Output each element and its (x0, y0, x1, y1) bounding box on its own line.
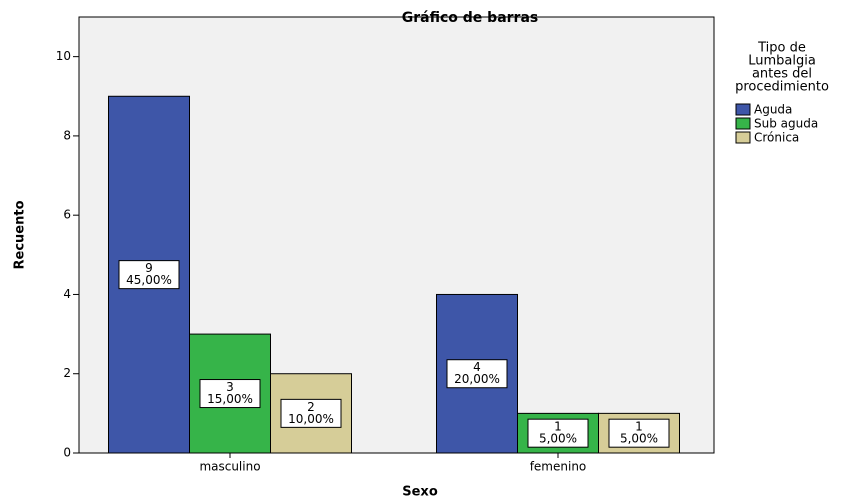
y-tick-label: 6 (63, 208, 71, 222)
legend-label: Crónica (754, 131, 799, 145)
y-tick-label: 10 (56, 49, 71, 63)
percent-label: 5,00% (539, 432, 577, 446)
percent-label: 20,00% (454, 372, 500, 386)
value-label: 3 (226, 380, 234, 394)
percent-label: 45,00% (126, 273, 172, 287)
y-tick-label: 2 (63, 366, 71, 380)
legend-title: procedimiento (735, 80, 829, 95)
value-label-box (280, 398, 342, 428)
y-tick-label: 0 (63, 446, 71, 460)
value-label: 2 (307, 400, 315, 414)
x-tick-label: masculino (199, 460, 260, 474)
value-label: 1 (635, 420, 643, 434)
y-axis-label: Recuento (13, 200, 28, 269)
value-label: 9 (145, 261, 153, 275)
chart-title: Gráfico de barras (402, 10, 538, 26)
value-label-box (527, 418, 589, 448)
value-label: 4 (473, 360, 481, 374)
legend-swatch (735, 103, 751, 116)
legend-title: antes del (752, 67, 812, 82)
value-label-box (118, 260, 180, 290)
legend-swatch (735, 131, 751, 144)
legend-swatch (735, 117, 751, 130)
value-label-box (608, 418, 670, 448)
legend-label: Sub aguda (754, 117, 818, 131)
y-tick-label: 4 (63, 287, 71, 301)
value-label: 1 (554, 420, 562, 434)
value-label-box (199, 379, 261, 409)
value-label-box (446, 359, 508, 389)
legend-label: Aguda (754, 103, 792, 117)
x-tick-label: femenino (530, 460, 587, 474)
y-tick-label: 8 (63, 128, 71, 142)
percent-label: 10,00% (288, 412, 334, 426)
x-axis-label: Sexo (402, 485, 438, 500)
percent-label: 5,00% (620, 432, 658, 446)
legend-title: Tipo de (757, 41, 806, 56)
legend-title: Lumbalgia (748, 54, 816, 69)
percent-label: 15,00% (207, 392, 253, 406)
